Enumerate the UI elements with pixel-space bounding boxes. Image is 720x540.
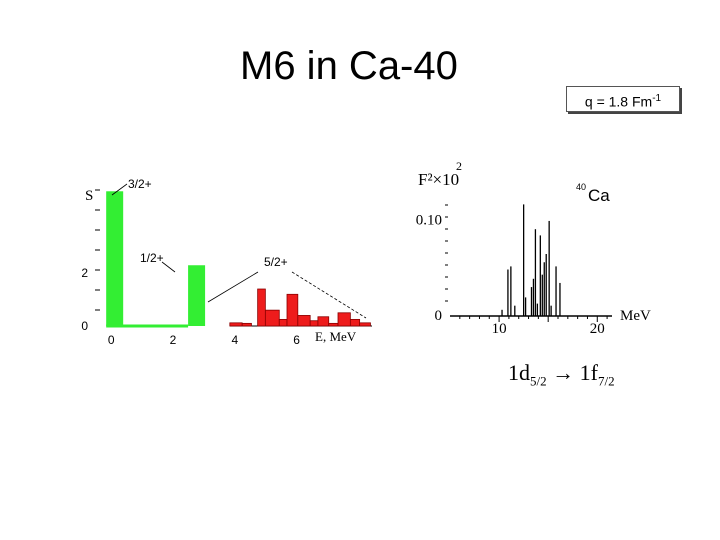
annotation-pointer (207, 271, 259, 303)
q-label-base: q = 1.8 Fm (584, 93, 653, 110)
left-bar (359, 322, 371, 327)
left-bar (241, 322, 252, 327)
right-y-axis-label: F²×10 (418, 170, 459, 189)
left-bar (349, 318, 361, 327)
momentum-transfer-label: q = 1.8 Fm-1 (566, 86, 680, 112)
left-x-axis-label: E, MeV (315, 329, 357, 344)
left-annotation: 3/2+ (128, 177, 152, 191)
page-title: M6 in Ca-40 (240, 44, 458, 88)
annotation-pointer (161, 261, 176, 273)
left-bar (317, 316, 330, 327)
left-bar (278, 318, 288, 327)
q-label-exponent: -1 (652, 93, 662, 104)
left-bar (257, 288, 266, 327)
transition-to: 1f (579, 360, 598, 385)
left-x-tick-label: 0 (108, 333, 115, 347)
left-y-tick-label: 2 (81, 266, 88, 280)
left-x-tick-label: 4 (231, 333, 238, 347)
right-x-tick-label: 10 (492, 321, 507, 337)
left-x-tick-label: 2 (170, 333, 177, 347)
left-y-axis-label: S (85, 188, 93, 204)
transition-from-sub: 5/2 (530, 373, 547, 389)
left-bar (106, 191, 124, 326)
right-y-tick-label: 0 (435, 308, 443, 324)
nucleus-symbol: Ca (588, 186, 610, 205)
transition-label: 1d5/2 → 1f7/2 (508, 360, 615, 389)
left-bar (286, 293, 299, 327)
left-y-tick-label: 0 (81, 319, 88, 333)
left-bar (229, 322, 243, 327)
transition-to-sub: 7/2 (597, 373, 615, 389)
left-bar (188, 265, 206, 326)
left-bar (337, 312, 351, 327)
right-x-tick-label: 20 (590, 321, 605, 337)
left-bar (297, 315, 311, 327)
nucleus-mass-number: 40 (576, 182, 586, 192)
left-bar (309, 320, 319, 327)
annotation-pointer (111, 183, 128, 196)
right-y-tick-label: 0.10 (416, 213, 442, 229)
left-annotation: 1/2+ (140, 251, 164, 265)
right-y-axis-exponent: 2 (456, 159, 462, 173)
annotation-pointer (291, 271, 367, 319)
left-annotation: 5/2+ (264, 255, 288, 269)
transition-arrow: → (552, 360, 575, 385)
left-x-tick-label: 6 (293, 333, 300, 347)
transition-from: 1d (508, 360, 530, 385)
right-x-axis-label: MeV (620, 308, 651, 324)
left-bar (264, 309, 280, 327)
left-bar (328, 322, 339, 327)
